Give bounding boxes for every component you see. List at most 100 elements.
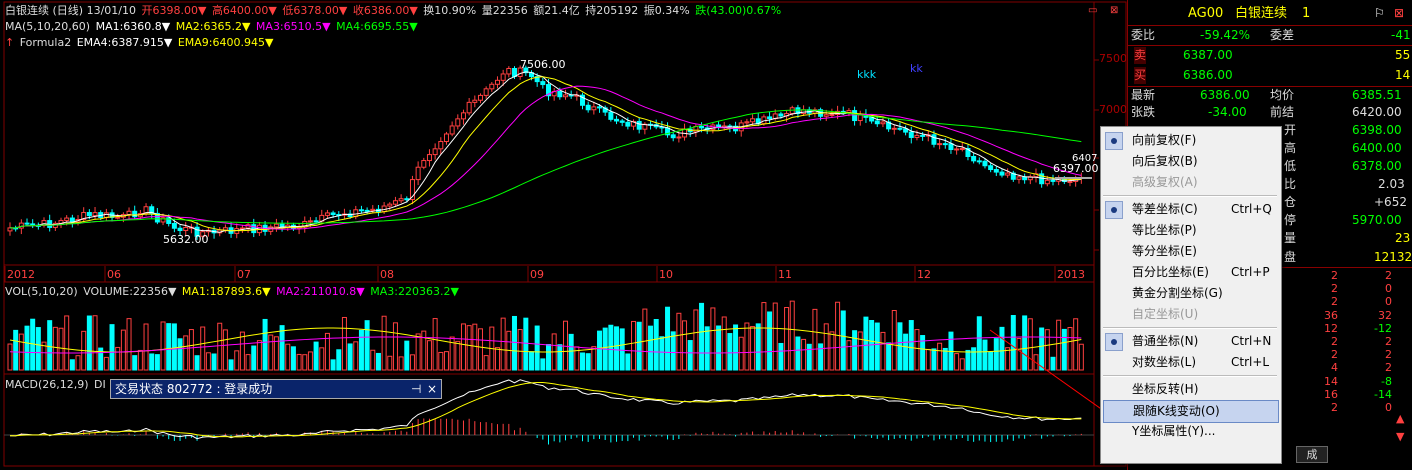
macd-di: DI [94,378,106,391]
volume-bar [341,316,347,371]
toast-pin-icon[interactable]: ⊣ [411,382,422,396]
menu-item[interactable]: 向后复权(B) [1103,151,1277,172]
candle-body [903,128,909,133]
candle-body [273,223,279,228]
weibi-label: 委比 [1131,28,1156,42]
avg-label: 均价 [1270,88,1295,102]
avg-value: 6385.51 [1352,88,1402,102]
candle-body [1050,179,1056,182]
volume-bar [886,342,892,371]
volume-bar [528,351,534,371]
menu-item[interactable]: 等分坐标(E) [1103,241,1277,262]
chart-close-icon[interactable]: ⊠ [1110,5,1119,16]
menu-item[interactable]: 等比坐标(P) [1103,220,1277,241]
volume-bar [750,326,756,371]
menu-item: 高级复权(A) [1103,172,1277,193]
kline-chart-canvas[interactable]: 2012 06 07 08 09 10 11 12 2013 [0,0,1127,470]
hdr-amplitude: 振0.34% [643,4,690,17]
axis-context-menu[interactable]: 向前复权(F) 向后复权(B) 高级复权(A) 等差坐标(C) Ctrl+Q 等比坐标(P… [1100,126,1282,464]
ma-line [9,71,1082,233]
menu-item[interactable]: 对数坐标(L) Ctrl+L [1103,352,1277,373]
volume-bar [313,341,319,371]
candle-body [432,148,438,156]
volume-bar [103,356,109,371]
market-value: 12132 [1374,250,1412,264]
menu-item[interactable]: 黄金分割坐标(G) [1103,283,1277,304]
volume-bar [364,320,370,371]
volume-bar [302,354,308,371]
hdr-open: 开6398.00▼ [141,4,207,17]
candle-body [523,67,529,74]
tick-volume: 2 [1331,269,1338,282]
volume-bar [880,331,886,371]
tick-change: 2 [1385,269,1392,282]
volume-bar [392,322,398,371]
candle-body [908,131,914,138]
candle-body [24,222,30,225]
volume-bar [591,346,597,371]
volume-bar [58,327,64,371]
scroll-up-icon[interactable]: ▲ [1396,412,1405,425]
formula-title: Formula2 [19,36,72,49]
candle-body [937,143,943,146]
tick-volume: 2 [1331,282,1338,296]
scroll-down-icon[interactable]: ▼ [1396,430,1405,443]
volume-bar [727,333,733,371]
last-price-label: 6397.00 [1053,162,1099,175]
menu-item[interactable]: 百分比坐标(E) Ctrl+P [1103,262,1277,283]
candle-body [500,73,506,81]
volume-bar [954,353,960,371]
change-label: 张跌 [1131,105,1156,119]
toast-close-icon[interactable]: × [427,382,438,396]
volume-bar [426,340,432,371]
volume-bar [273,336,279,371]
high-value: 6400.00 [1352,141,1402,155]
candle-body [585,104,591,111]
ratio-value: 2.03 [1378,177,1405,191]
candle-body [149,206,155,214]
volume-bar [840,310,846,371]
chart-collapse-icon[interactable]: ▭ [1088,5,1098,16]
volume-bar [64,315,70,371]
volume-bar [693,309,699,371]
ema4-value: EMA4:6387.915▼ [76,36,173,49]
sell-label: 卖 [1134,47,1147,64]
time-axis-label: 11 [778,268,792,281]
quote-title: AG00 白银连续 1 ⚐ ⊠ [1128,5,1412,22]
menu-item[interactable]: 等差坐标(C) Ctrl+Q [1103,199,1277,220]
candle-body [41,220,47,226]
menu-item[interactable]: 坐标反转(H) [1103,379,1277,400]
volume-bar [358,329,364,371]
candle-body [460,112,466,120]
tab-trades[interactable]: 成 [1296,446,1328,463]
quote-close-icon[interactable]: ⊠ [1394,6,1405,20]
candle-body [976,160,982,163]
volume-bar [149,353,155,371]
hdr-low: 低6378.00▼ [282,4,348,17]
candle-body [370,208,376,211]
volume-bar [126,318,132,371]
vol-title: VOL(5,10,20) [5,285,78,298]
volume-bar [636,321,642,371]
menu-item[interactable]: 普通坐标(N) Ctrl+N [1103,331,1277,352]
candle-body [948,143,954,151]
kline-chart-area[interactable]: 2012 06 07 08 09 10 11 12 2013 白银连续 (日线) 13/01/1… [0,0,1127,470]
menu-item[interactable]: 向前复权(F) [1103,130,1277,151]
check-box-icon [1105,132,1123,150]
menu-item-shortcut: Ctrl+P [1231,265,1270,279]
candle-body [494,79,500,85]
menu-item[interactable]: Y坐标属性(Y)... [1103,421,1277,442]
quote-settings-icon[interactable]: ⚐ [1374,6,1385,20]
volume-bar [1078,343,1084,371]
menu-item[interactable]: 跟随K线变动(O) [1103,400,1279,423]
menu-item-label: 等分坐标(E) [1132,244,1197,258]
tick-volume: 2 [1331,335,1338,348]
ema9-value: EMA9:6400.945▼ [177,36,274,49]
prev-settle-value: 6420.00 [1352,105,1402,119]
ma-title: MA(5,10,20,60) [5,20,91,33]
candle-body [591,106,597,111]
volume-bar [976,316,982,371]
tick-volume: 2 [1331,348,1338,362]
market-label: 盘 [1284,250,1297,264]
trade-status-toast[interactable]: 交易状态 802772 : 登录成功 ⊣ × [110,379,442,399]
